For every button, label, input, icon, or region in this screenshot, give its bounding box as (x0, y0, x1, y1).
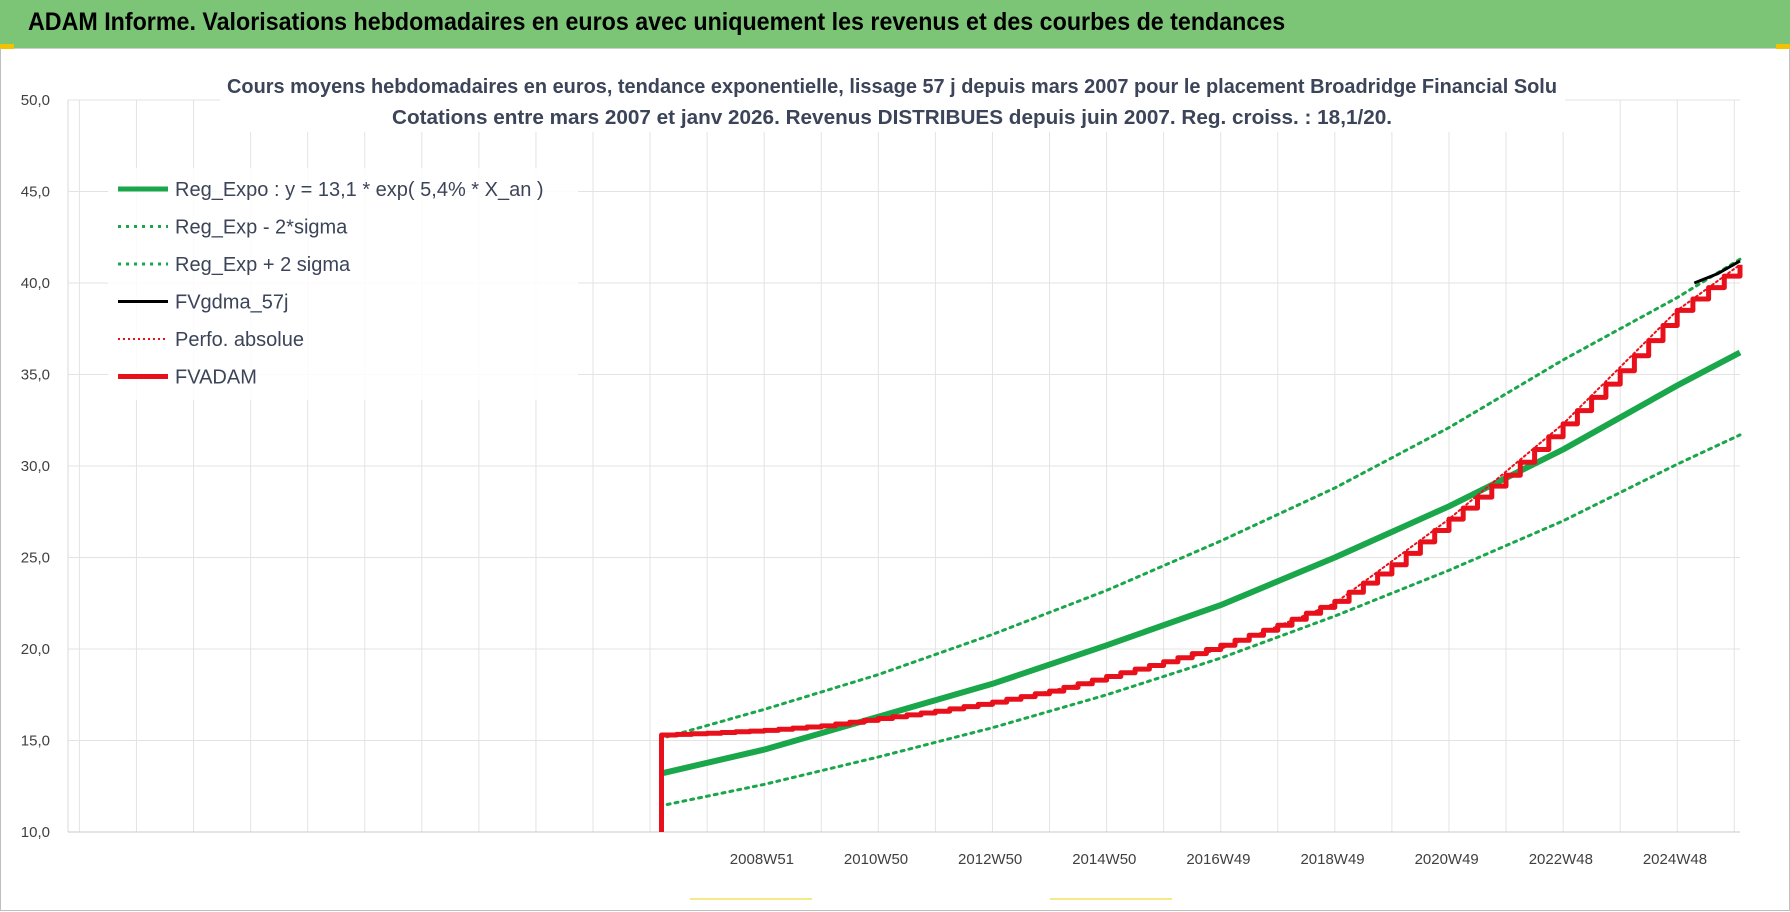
x-tick-label: 2018W49 (1300, 851, 1364, 868)
y-tick-label: 30,0 (21, 458, 50, 475)
series-line-5 (659, 264, 1743, 832)
y-tick-label: 50,0 (21, 92, 50, 109)
y-tick-label: 40,0 (21, 275, 50, 292)
chart-legend: Reg_Expo : y = 13,1 * exp( 5,4% * X_an )… (108, 168, 578, 400)
x-tick-label: 2022W48 (1529, 851, 1593, 868)
series-line-2 (665, 257, 1742, 739)
x-tick-label: 2020W49 (1415, 851, 1479, 868)
x-tick-label: 2014W50 (1072, 851, 1136, 868)
x-tick-label: 2010W50 (844, 851, 908, 868)
y-axis: 10,0 15,0 20,0 25,0 30,0 35,0 40,0 45,0 50,0 (21, 92, 50, 841)
chart-subtitle: Cotations entre mars 2007 et janv 2026. … (392, 107, 1392, 129)
y-tick-label: 25,0 (21, 550, 50, 567)
bottom-marker-1 (690, 898, 812, 900)
title-background (220, 70, 1565, 132)
report-banner: ADAM Informe. Valorisations hebdomadaire… (0, 0, 1790, 49)
legend-label-3: FVgdma_57j (175, 292, 288, 314)
corner-marker-top-right (1776, 44, 1790, 49)
bottom-marker-2 (1050, 898, 1172, 900)
x-tick-label: 2008W51 (730, 851, 794, 868)
legend-label-0: Reg_Expo : y = 13,1 * exp( 5,4% * X_an ) (175, 179, 544, 201)
report-title: ADAM Informe. Valorisations hebdomadaire… (28, 8, 1286, 36)
chart-title: Cours moyens hebdomadaires en euros, ten… (227, 76, 1557, 98)
x-tick-label: 2016W49 (1186, 851, 1250, 868)
y-tick-label: 45,0 (21, 184, 50, 201)
series-line-0 (660, 349, 1742, 777)
y-tick-label: 35,0 (21, 367, 50, 384)
y-tick-label: 20,0 (21, 641, 50, 658)
x-tick-label: 2012W50 (958, 851, 1022, 868)
corner-marker-top-left (0, 44, 14, 49)
legend-label-1: Reg_Exp - 2*sigma (175, 217, 348, 239)
series-line-3 (1693, 259, 1741, 285)
series-line-1 (665, 433, 1742, 806)
legend-label-4: Perfo. absolue (175, 329, 304, 351)
y-tick-label: 15,0 (21, 733, 50, 750)
legend-label-2: Reg_Exp + 2 sigma (175, 254, 351, 276)
y-tick-label: 10,0 (21, 824, 50, 841)
legend-background (108, 168, 578, 400)
x-axis: 2008W51 2010W50 2012W50 2014W50 2016W49 2018W… (730, 851, 1707, 868)
x-tick-label: 2024W48 (1643, 851, 1707, 868)
legend-label-5: FVADAM (175, 367, 257, 389)
series-layer (659, 257, 1743, 832)
